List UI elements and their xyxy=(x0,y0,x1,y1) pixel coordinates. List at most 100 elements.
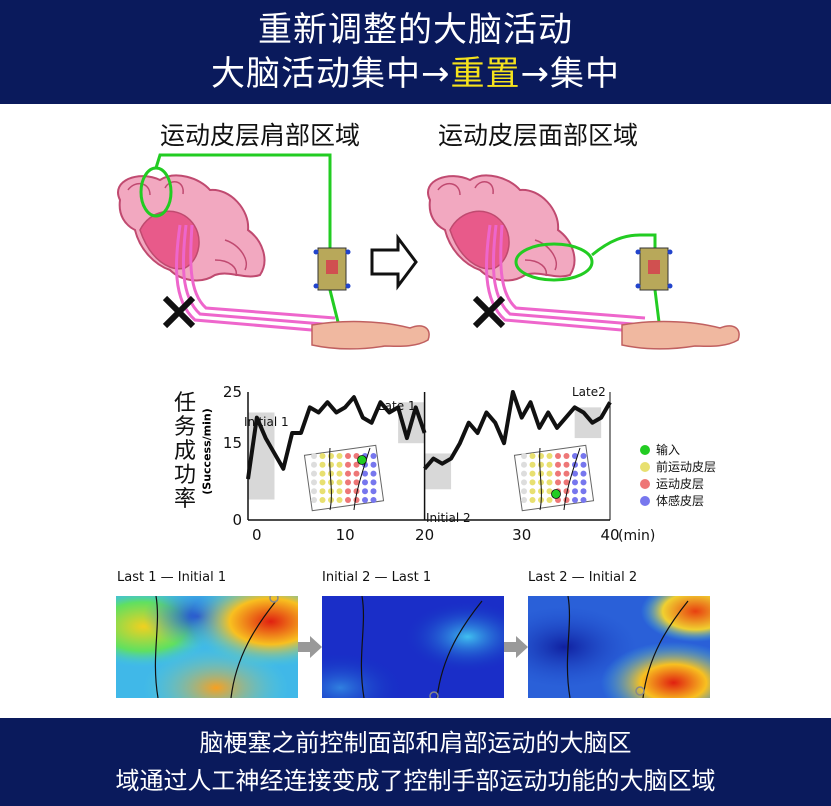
legend-label: 前运动皮层 xyxy=(656,460,717,474)
electrode xyxy=(345,497,351,503)
electrode xyxy=(563,461,570,468)
electrode xyxy=(336,479,343,486)
electrode xyxy=(370,470,377,477)
chart-ylabel: 任 务 成 功 率 xyxy=(174,392,196,512)
data-series-line xyxy=(246,395,427,480)
electrode xyxy=(572,488,578,495)
electrode xyxy=(345,453,351,459)
region-label-face: 运动皮层面部区域 xyxy=(438,121,639,150)
ylabel-char: 率 xyxy=(174,487,197,512)
electrode xyxy=(555,479,561,486)
electrode xyxy=(529,479,536,486)
electrode xyxy=(353,461,360,468)
map-label-2: Initial 2 — Last 1 xyxy=(322,570,432,585)
electrode xyxy=(370,479,377,486)
electrode xyxy=(311,488,317,495)
electrode xyxy=(370,461,377,468)
electrode xyxy=(580,479,587,486)
header-subtitle-a: 大脑活动集中→ xyxy=(211,54,451,94)
electrode xyxy=(555,461,561,468)
header-subtitle-highlight: 重置 xyxy=(450,54,521,94)
heatmap-1 xyxy=(116,596,298,698)
electrode xyxy=(319,497,326,503)
electrode xyxy=(563,497,570,503)
electrode xyxy=(370,453,377,459)
right-arrow-icon xyxy=(370,233,418,291)
ylabel-char: 任 xyxy=(174,391,197,416)
footer-line-2: 域通过人工神经连接变成了控制手部运动功能的大脑区域 xyxy=(115,767,716,795)
legend-dot xyxy=(640,495,650,506)
electrode xyxy=(555,453,561,459)
electrode xyxy=(555,470,561,477)
electrode xyxy=(311,479,317,486)
electrode xyxy=(336,453,343,459)
ylabel-char: 务 xyxy=(174,415,197,440)
x-tick-label: 20 xyxy=(415,526,434,544)
electrode xyxy=(538,470,544,477)
electrode xyxy=(572,470,578,477)
electrode xyxy=(546,488,553,495)
arrow-right-icon xyxy=(504,636,528,658)
y-tick-label: 0 xyxy=(232,511,242,529)
electrode xyxy=(529,453,536,459)
chart-annotation: Initial 1 xyxy=(244,415,289,429)
x-tick-label: 10 xyxy=(336,526,355,544)
electrode xyxy=(529,470,536,477)
footer-banner: 脑梗塞之前控制面部和肩部运动的大脑区 域通过人工神经连接变成了控制手部运动功能的… xyxy=(0,718,831,806)
electrode xyxy=(353,479,360,486)
legend-motor: 运动皮层 xyxy=(640,475,704,492)
electrode xyxy=(345,479,351,486)
electrode xyxy=(521,497,527,503)
electrode xyxy=(319,488,326,495)
header-banner: 重新调整的大脑活动 大脑活动集中→重置→集中 xyxy=(0,0,831,104)
data-series-line xyxy=(423,390,612,471)
map-label-3: Last 2 — Initial 2 xyxy=(528,570,638,585)
electrode xyxy=(336,461,343,468)
arrow-right-icon xyxy=(298,636,322,658)
legend-label: 输入 xyxy=(656,443,681,457)
legend-label: 运动皮层 xyxy=(656,477,705,491)
electrode xyxy=(345,488,351,495)
chart-yunit: (Success/min) xyxy=(200,408,214,495)
electrode xyxy=(580,470,587,477)
legend-input: 输入 xyxy=(640,441,680,458)
electrode xyxy=(319,470,326,477)
electrode xyxy=(328,461,334,468)
legend-dot xyxy=(640,444,650,455)
electrode xyxy=(370,488,377,495)
electrode xyxy=(538,461,544,468)
electrode xyxy=(353,470,360,477)
chart-yunit-wrap: (Success/min) xyxy=(196,400,216,510)
electrode xyxy=(521,461,527,468)
brain-illustrations xyxy=(117,153,740,350)
header-subtitle: 大脑活动集中→重置→集中 xyxy=(0,52,831,96)
electrode xyxy=(521,479,527,486)
brain-left-illustration xyxy=(117,153,430,350)
sulcus-line xyxy=(329,447,332,511)
electrode xyxy=(546,479,553,486)
electrode xyxy=(572,479,578,486)
y-tick-label: 15 xyxy=(223,434,242,452)
electrode xyxy=(319,479,326,486)
electrode xyxy=(328,470,334,477)
legend-somatosensory: 体感皮层 xyxy=(640,492,704,509)
electrode xyxy=(311,461,317,468)
electrode xyxy=(529,497,536,503)
electrode xyxy=(529,488,536,495)
input-electrode xyxy=(357,455,367,465)
x-tick-label: 40 xyxy=(600,526,619,544)
electrode xyxy=(529,461,536,468)
map-label-1: Last 1 — Initial 1 xyxy=(117,570,227,585)
electrode xyxy=(345,461,351,468)
chart-annotation: Late2 xyxy=(572,385,606,399)
electrode xyxy=(319,453,326,459)
electrode xyxy=(546,470,553,477)
input-electrode xyxy=(551,489,561,499)
electrode xyxy=(580,488,587,495)
chart-annotation: Initial 2 xyxy=(426,511,471,525)
region-label-shoulder: 运动皮层肩部区域 xyxy=(160,121,361,150)
electrode xyxy=(362,488,368,495)
electrode xyxy=(319,461,326,468)
electrode xyxy=(580,453,587,459)
electrode xyxy=(521,470,527,477)
